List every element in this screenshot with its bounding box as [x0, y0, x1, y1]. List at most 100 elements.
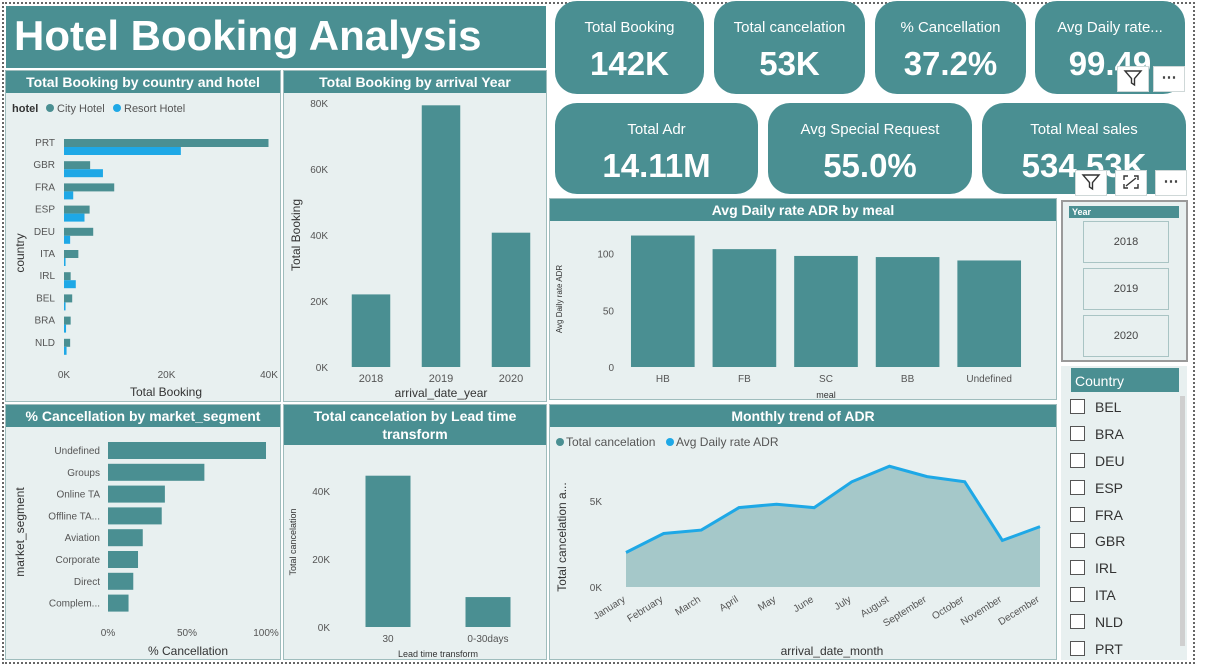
bar[interactable]: [64, 169, 103, 178]
country-option[interactable]: ESP: [1070, 478, 1123, 498]
axis-title: arrival_date_month: [781, 644, 884, 658]
bar[interactable]: [64, 272, 71, 281]
bar[interactable]: [491, 232, 531, 367]
country-option[interactable]: BRA: [1070, 424, 1124, 444]
kpi-total-cancelation[interactable]: Total cancelation 53K: [714, 1, 865, 94]
bar[interactable]: [64, 227, 94, 236]
bar[interactable]: [108, 594, 129, 612]
bar[interactable]: [64, 213, 85, 222]
title-banner: Hotel Booking Analysis: [6, 6, 546, 68]
checkbox[interactable]: [1070, 614, 1085, 629]
bar[interactable]: [64, 324, 67, 333]
tick-label: 40K: [312, 487, 330, 498]
kpi-total-booking[interactable]: Total Booking 142K: [555, 1, 704, 94]
panel-title: Total cancelation by Lead time transform: [284, 405, 546, 445]
bar[interactable]: [108, 572, 134, 590]
legend-marker[interactable]: [46, 104, 54, 112]
bar[interactable]: [108, 529, 143, 547]
bar[interactable]: [64, 139, 269, 147]
year-option[interactable]: 2019: [1083, 268, 1169, 310]
country-bar-chart[interactable]: hotel City Hotel Resort Hotel PRT GBR FRA ESP D…: [6, 93, 282, 401]
kpi-total-adr[interactable]: Total Adr 14.11M: [555, 103, 758, 194]
category-label: Direct: [74, 577, 100, 588]
country-option[interactable]: FRA: [1070, 505, 1123, 525]
bar[interactable]: [64, 250, 79, 258]
checkbox[interactable]: [1070, 641, 1085, 656]
country-option[interactable]: GBR: [1070, 531, 1125, 551]
bar[interactable]: [64, 280, 76, 289]
kpi-avg-special-request[interactable]: Avg Special Request 55.0%: [768, 103, 972, 194]
bar[interactable]: [108, 507, 162, 525]
bar[interactable]: [64, 258, 66, 266]
country-option[interactable]: BEL: [1070, 397, 1121, 417]
bar[interactable]: [712, 249, 777, 367]
checkbox[interactable]: [1070, 533, 1085, 548]
filter-icon[interactable]: [1117, 66, 1149, 92]
bar[interactable]: [421, 105, 461, 367]
bar[interactable]: [64, 302, 66, 311]
panel-monthly: Monthly trend of ADR Total cancelation Av…: [549, 404, 1057, 660]
country-option[interactable]: NLD: [1070, 612, 1123, 632]
bar[interactable]: [465, 597, 511, 627]
lead-bar-chart[interactable]: 0K 20K 40K 30 0-30days Lead time transform Tot…: [284, 445, 548, 659]
kpi-cancellation-pct[interactable]: % Cancellation 37.2%: [875, 1, 1026, 94]
checkbox[interactable]: [1070, 560, 1085, 575]
year-option[interactable]: 2020: [1083, 315, 1169, 357]
bar[interactable]: [630, 235, 695, 367]
bar[interactable]: [108, 442, 266, 459]
bar[interactable]: [108, 485, 165, 503]
legend-marker[interactable]: [113, 104, 121, 112]
more-options-icon[interactable]: ⋯: [1155, 170, 1187, 196]
bar[interactable]: [64, 235, 71, 244]
bar[interactable]: [64, 294, 73, 303]
kpi-value: 53K: [759, 45, 820, 82]
kpi-value: 142K: [590, 45, 669, 82]
tick-label: 40K: [260, 370, 278, 381]
country-option[interactable]: IRL: [1070, 558, 1117, 578]
checkbox[interactable]: [1070, 507, 1085, 522]
category-label: BB: [901, 374, 915, 385]
category-label: September: [881, 594, 929, 630]
checkbox[interactable]: [1070, 399, 1085, 414]
category-label: June: [792, 594, 817, 615]
country-slicer-scrollbar[interactable]: [1180, 396, 1185, 646]
filter-icon[interactable]: [1075, 170, 1107, 196]
monthly-area-chart[interactable]: Total cancelation Avg Daily rate ADR 0K 5K J…: [550, 427, 1058, 659]
bar[interactable]: [64, 205, 90, 214]
year-bar-chart[interactable]: 0K 20K 40K 60K 80K 2018 2019 2020 arrival_date_y…: [284, 93, 548, 401]
checkbox[interactable]: [1070, 426, 1085, 441]
bar[interactable]: [64, 346, 67, 355]
segment-bar-chart[interactable]: Undefined Groups Online TA Offline TA... Avi…: [6, 427, 282, 659]
checkbox[interactable]: [1070, 587, 1085, 602]
bar[interactable]: [64, 316, 71, 325]
year-slicer-title: Year: [1072, 207, 1092, 217]
bar[interactable]: [64, 161, 91, 170]
country-option[interactable]: DEU: [1070, 451, 1125, 471]
kpi-value: 37.2%: [903, 45, 998, 82]
legend-marker[interactable]: [556, 438, 564, 446]
country-option[interactable]: ITA: [1070, 585, 1116, 605]
more-options-icon[interactable]: ⋯: [1153, 66, 1185, 92]
country-option[interactable]: PRT: [1070, 639, 1123, 659]
bar[interactable]: [108, 463, 205, 481]
bar[interactable]: [875, 257, 940, 367]
bar[interactable]: [351, 294, 391, 367]
bar[interactable]: [64, 191, 74, 200]
bar[interactable]: [794, 255, 858, 367]
bar[interactable]: [64, 338, 71, 347]
kpi-label: Total Meal sales: [1030, 121, 1138, 138]
checkbox[interactable]: [1070, 480, 1085, 495]
checkbox[interactable]: [1070, 453, 1085, 468]
tick-label: 0K: [316, 363, 329, 374]
bar[interactable]: [957, 260, 1022, 367]
bar[interactable]: [108, 551, 139, 568]
legend-marker[interactable]: [666, 438, 674, 446]
category-label: GBR: [33, 160, 55, 171]
bar[interactable]: [64, 183, 115, 192]
meal-bar-chart[interactable]: 0 50 100 HB FB SC BB Undefined meal Avg Daily rat…: [550, 221, 1058, 399]
focus-mode-icon[interactable]: [1115, 170, 1147, 196]
bar[interactable]: [64, 147, 181, 155]
bar[interactable]: [365, 475, 411, 627]
year-option[interactable]: 2018: [1083, 221, 1169, 263]
line-series: [625, 464, 1041, 554]
